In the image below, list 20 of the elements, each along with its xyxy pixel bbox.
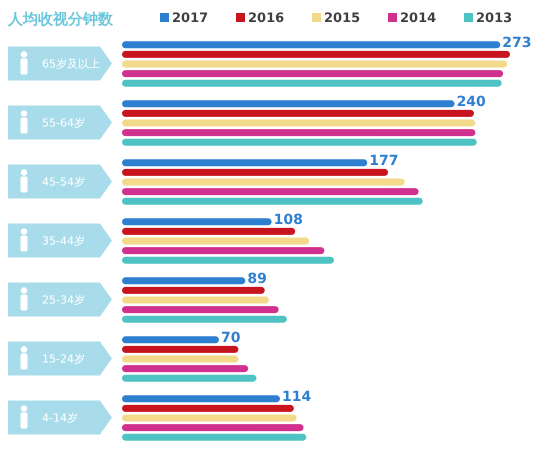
- legend-label: 2015: [324, 11, 360, 26]
- y-tick-label: 4-14岁: [42, 412, 78, 424]
- data-label: 177: [369, 153, 399, 169]
- y-tick-label: 35-44岁: [42, 234, 85, 248]
- legend-label: 2013: [476, 11, 512, 26]
- y-tick-label: 15-24岁: [42, 352, 85, 366]
- y-tick-label: 45-54岁: [42, 176, 85, 188]
- legend-label: 2014: [400, 11, 436, 26]
- y-tick-label: 65岁及以上: [42, 58, 100, 70]
- data-label: 240: [456, 94, 486, 110]
- data-label: 89: [247, 271, 267, 287]
- chart-title: 人均收视分钟数: [7, 10, 114, 28]
- legend-label: 2017: [172, 11, 208, 26]
- y-tick-label: 55-64岁: [42, 116, 85, 130]
- y-tick-label: 25-34岁: [42, 294, 85, 306]
- data-label: 273: [502, 35, 532, 51]
- data-label: 114: [282, 389, 312, 405]
- data-label: 108: [274, 212, 303, 228]
- legend-label: 2016: [248, 11, 284, 26]
- data-label: 70: [221, 330, 241, 346]
